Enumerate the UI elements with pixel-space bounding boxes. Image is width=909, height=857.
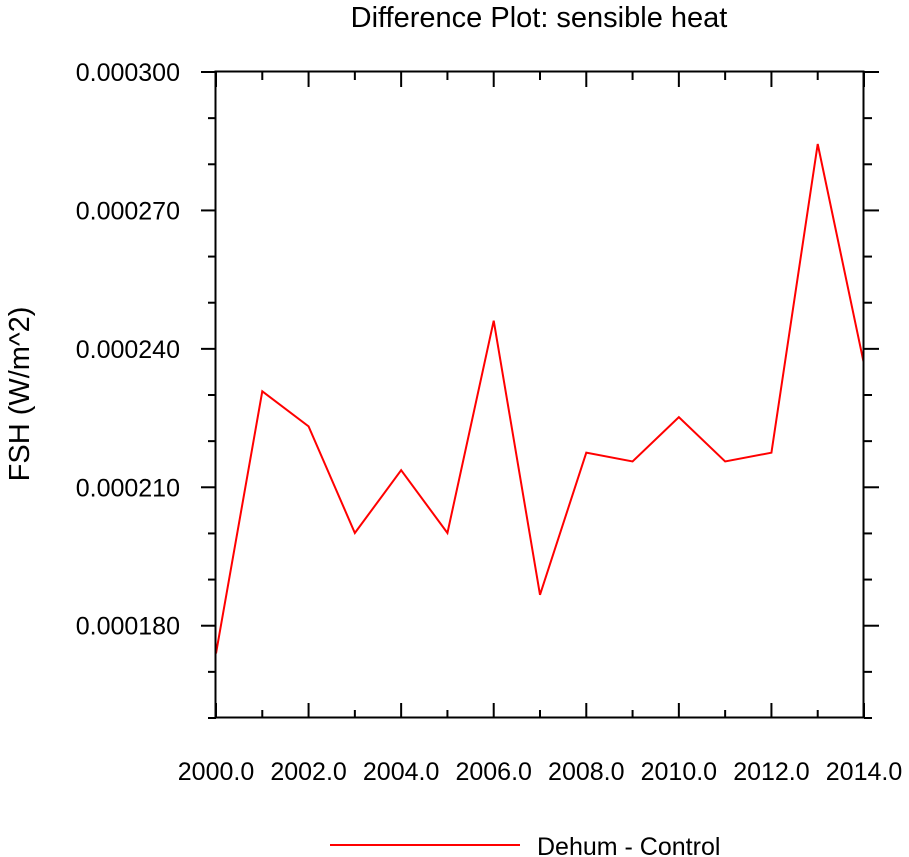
y-tick-labels: 0.000180 0.000210 0.000240 0.000270 0.000300 [76,59,180,641]
y-axis-label: FSH (W/m^2) [4,307,36,482]
x-tick-label: 2000.0 [178,758,254,786]
y-tick-label: 0.000180 [76,613,180,641]
y-tick-label: 0.000210 [76,474,180,502]
plot-frame [214,70,865,719]
x-tick-label: 2008.0 [548,758,624,786]
x-tick-labels: 2000.0 2002.0 2004.0 2006.0 2008.0 2010.0 2012… [178,758,902,786]
y-tick-label: 0.000240 [76,336,180,364]
series-lines [216,143,864,654]
legend: Dehum - Control [330,833,720,857]
x-tick-label: 2014.0 [826,758,902,786]
x-tick-label: 2004.0 [363,758,439,786]
y-tick-label: 0.000270 [76,197,180,225]
axis-ticks [201,71,879,719]
x-tick-label: 2010.0 [641,758,717,786]
y-tick-label: 0.000300 [76,59,180,87]
legend-label: Dehum - Control [537,833,720,857]
x-tick-label: 2006.0 [455,758,531,786]
series-line [216,143,864,654]
chart-title: Difference Plot: sensible heat [351,2,728,34]
x-tick-label: 2002.0 [270,758,346,786]
x-tick-label: 2012.0 [733,758,809,786]
